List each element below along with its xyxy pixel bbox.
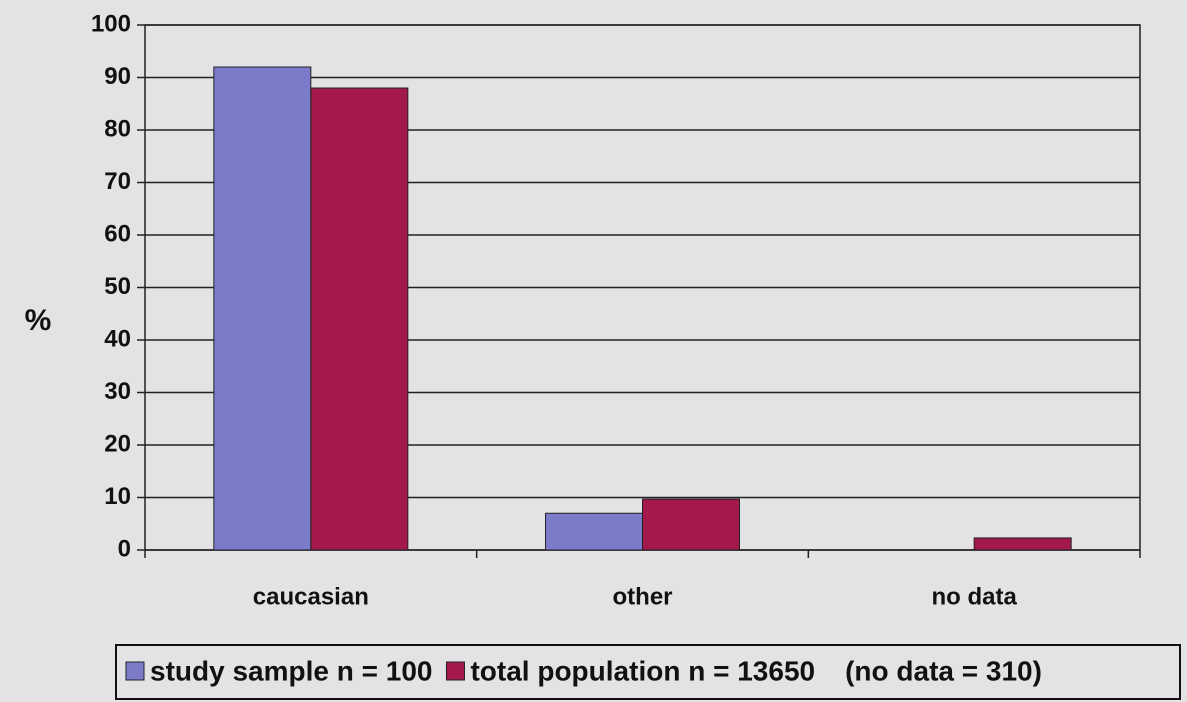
bar <box>310 87 409 551</box>
y-tick-label: 70 <box>104 168 131 195</box>
y-tick-label: 100 <box>91 10 131 37</box>
bar <box>545 512 643 551</box>
y-axis-label: % <box>25 304 52 337</box>
y-tick-label: 80 <box>104 115 131 142</box>
bar <box>642 498 740 551</box>
annotation: (no data = 310) <box>845 655 1042 686</box>
bar <box>973 537 1072 551</box>
legend-swatch <box>445 661 465 681</box>
x-tick-label: caucasian <box>253 583 369 610</box>
y-tick-label: 90 <box>104 63 131 90</box>
y-tick-label: 0 <box>118 535 131 562</box>
legend-label: total population n = 13650 <box>470 655 815 686</box>
legend-box <box>115 644 1181 700</box>
bar <box>213 66 312 551</box>
y-tick-label: 20 <box>104 430 131 457</box>
x-tick-label: no data <box>931 583 1017 610</box>
y-tick-label: 40 <box>104 325 131 352</box>
x-tick-label: other <box>613 583 673 610</box>
legend-swatch <box>125 661 145 681</box>
y-tick-label: 50 <box>104 273 131 300</box>
y-tick-label: 30 <box>104 378 131 405</box>
y-tick-label: 10 <box>104 483 131 510</box>
y-tick-label: 60 <box>104 220 131 247</box>
legend-label: study sample n = 100 <box>150 655 432 686</box>
